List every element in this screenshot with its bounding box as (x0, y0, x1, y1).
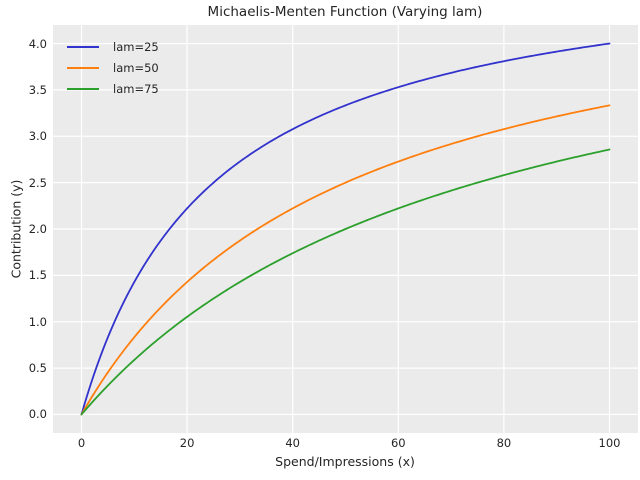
curve-lam-25 (80, 42, 611, 416)
legend-line-swatch (67, 66, 99, 69)
legend: lam=25 lam=50 lam=75 (67, 36, 159, 99)
legend-item-lam-50: lam=50 (67, 57, 159, 78)
y-tick-label: 3.0 (28, 129, 47, 144)
curve-lam-75 (80, 148, 611, 416)
y-tick-label: 0.0 (28, 407, 47, 422)
legend-line-swatch (67, 87, 99, 90)
y-tick-label: 1.0 (28, 314, 47, 329)
y-tick-label: 2.0 (28, 222, 47, 236)
legend-label: lam=50 (113, 60, 159, 75)
x-tick-label: 80 (496, 436, 512, 450)
x-tick-label: 0 (77, 436, 86, 450)
y-tick-label: 3.5 (28, 82, 47, 97)
curve-lam-50 (80, 104, 611, 416)
y-tick-label: 1.5 (28, 268, 47, 283)
x-tick-label: 60 (390, 436, 406, 450)
legend-item-lam-75: lam=75 (67, 78, 159, 99)
y-tick-label: 2.5 (28, 175, 47, 190)
legend-label: lam=75 (113, 81, 159, 96)
x-tick-label: 40 (285, 436, 301, 450)
chart-title: Michaelis-Menten Function (Varying lam) (207, 4, 483, 20)
legend-label: lam=25 (113, 39, 159, 54)
legend-item-lam-25: lam=25 (67, 36, 159, 57)
legend-line-swatch (67, 45, 99, 48)
y-axis-label: Contribution (y) (8, 179, 24, 279)
y-tick-label: 4.0 (28, 36, 47, 51)
x-axis-label: Spend/Impressions (x) (275, 454, 415, 469)
x-tick-label: 100 (598, 436, 621, 450)
y-tick-label: 0.5 (28, 361, 47, 376)
x-tick-label: 20 (179, 436, 195, 450)
